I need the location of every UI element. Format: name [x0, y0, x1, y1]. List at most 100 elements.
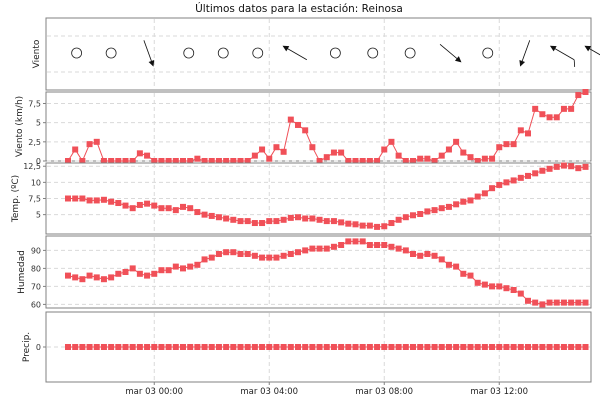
x-tick-label: mar 03 00:00: [125, 387, 183, 397]
data-point: [295, 249, 301, 256]
data-point: [244, 344, 251, 350]
data-point: [230, 216, 237, 223]
data-point: [560, 105, 567, 112]
data-point: [481, 344, 488, 350]
data-point: [381, 146, 388, 153]
data-point: [194, 261, 201, 268]
data-point: [316, 216, 323, 223]
data-point: [302, 344, 309, 350]
data-point: [93, 274, 100, 281]
data-point: [122, 202, 129, 209]
data-point: [93, 197, 100, 204]
data-point: [460, 149, 467, 156]
data-point: [503, 344, 510, 350]
data-point: [410, 212, 416, 219]
data-point: [431, 207, 438, 214]
data-point: [553, 299, 560, 306]
data-point: [187, 205, 194, 212]
wind-arrow-head: [549, 45, 557, 52]
data-point: [330, 218, 337, 225]
wind-arrow-head: [282, 45, 290, 52]
wind-arrow-head: [584, 45, 592, 52]
data-point: [72, 146, 79, 153]
data-point: [474, 193, 481, 200]
data-point: [366, 242, 373, 248]
data-point: [424, 208, 431, 215]
data-point: [402, 158, 409, 164]
data-point: [330, 344, 337, 350]
data-point: [244, 158, 251, 164]
data-point: [201, 344, 208, 350]
calm-wind-circle: [105, 47, 117, 59]
data-point: [108, 158, 115, 164]
data-point: [237, 344, 244, 350]
y-tick-label: 60: [31, 300, 41, 309]
data-point: [287, 214, 294, 221]
data-point: [86, 141, 93, 148]
data-point: [510, 141, 517, 148]
data-point: [151, 270, 158, 277]
wind-direction-arrow: [584, 45, 600, 61]
data-point: [144, 272, 151, 279]
data-point: [496, 181, 503, 188]
data-point: [338, 149, 345, 156]
data-point: [201, 158, 208, 164]
temperature-ylabel: Temp. (ºC): [11, 175, 21, 223]
y-tick-label: 10: [31, 178, 41, 187]
data-point: [374, 242, 381, 248]
data-point: [388, 243, 395, 250]
data-point: [388, 220, 395, 227]
data-point: [395, 152, 402, 159]
data-point: [100, 196, 107, 203]
data-point: [144, 344, 151, 350]
data-point: [302, 127, 309, 134]
data-point: [215, 344, 222, 350]
data-point: [287, 251, 294, 257]
data-point: [388, 344, 395, 350]
wind-direction-panel: Viento: [32, 17, 600, 91]
data-point: [481, 190, 488, 197]
data-point: [223, 215, 230, 222]
data-point: [410, 251, 416, 257]
y-tick-label: 12,5: [23, 162, 41, 171]
data-point: [108, 274, 115, 281]
data-point: [345, 220, 352, 227]
data-point: [352, 158, 359, 164]
data-point: [144, 152, 151, 159]
data-point: [223, 158, 230, 164]
data-point: [560, 162, 567, 169]
data-point: [72, 274, 79, 281]
data-point: [560, 299, 567, 306]
data-point: [546, 165, 553, 172]
data-point: [338, 242, 345, 248]
data-point: [65, 195, 71, 202]
data-point: [431, 158, 438, 164]
data-point: [575, 165, 582, 172]
data-point: [539, 344, 546, 350]
data-point: [445, 344, 452, 350]
data-point: [251, 252, 258, 259]
data-point: [330, 149, 337, 156]
data-point: [481, 155, 488, 162]
data-point: [266, 254, 273, 261]
data-point: [402, 214, 409, 221]
data-point: [323, 245, 330, 252]
data-point: [115, 200, 122, 207]
data-point: [208, 344, 215, 350]
data-point: [215, 158, 222, 164]
data-point: [575, 92, 582, 99]
data-point: [417, 155, 424, 162]
data-point: [352, 344, 359, 350]
data-point: [65, 344, 71, 350]
data-point: [517, 344, 524, 350]
calm-wind-circle: [482, 47, 494, 59]
data-point: [208, 212, 215, 219]
precipitation-ylabel: Precip.: [22, 332, 32, 362]
data-point: [86, 344, 93, 350]
data-point: [309, 245, 316, 252]
data-point: [553, 114, 560, 121]
data-point: [402, 247, 409, 254]
wind-speed-ylabel: Viento (km/h): [15, 96, 25, 157]
data-point: [208, 254, 215, 261]
data-point: [266, 344, 273, 350]
